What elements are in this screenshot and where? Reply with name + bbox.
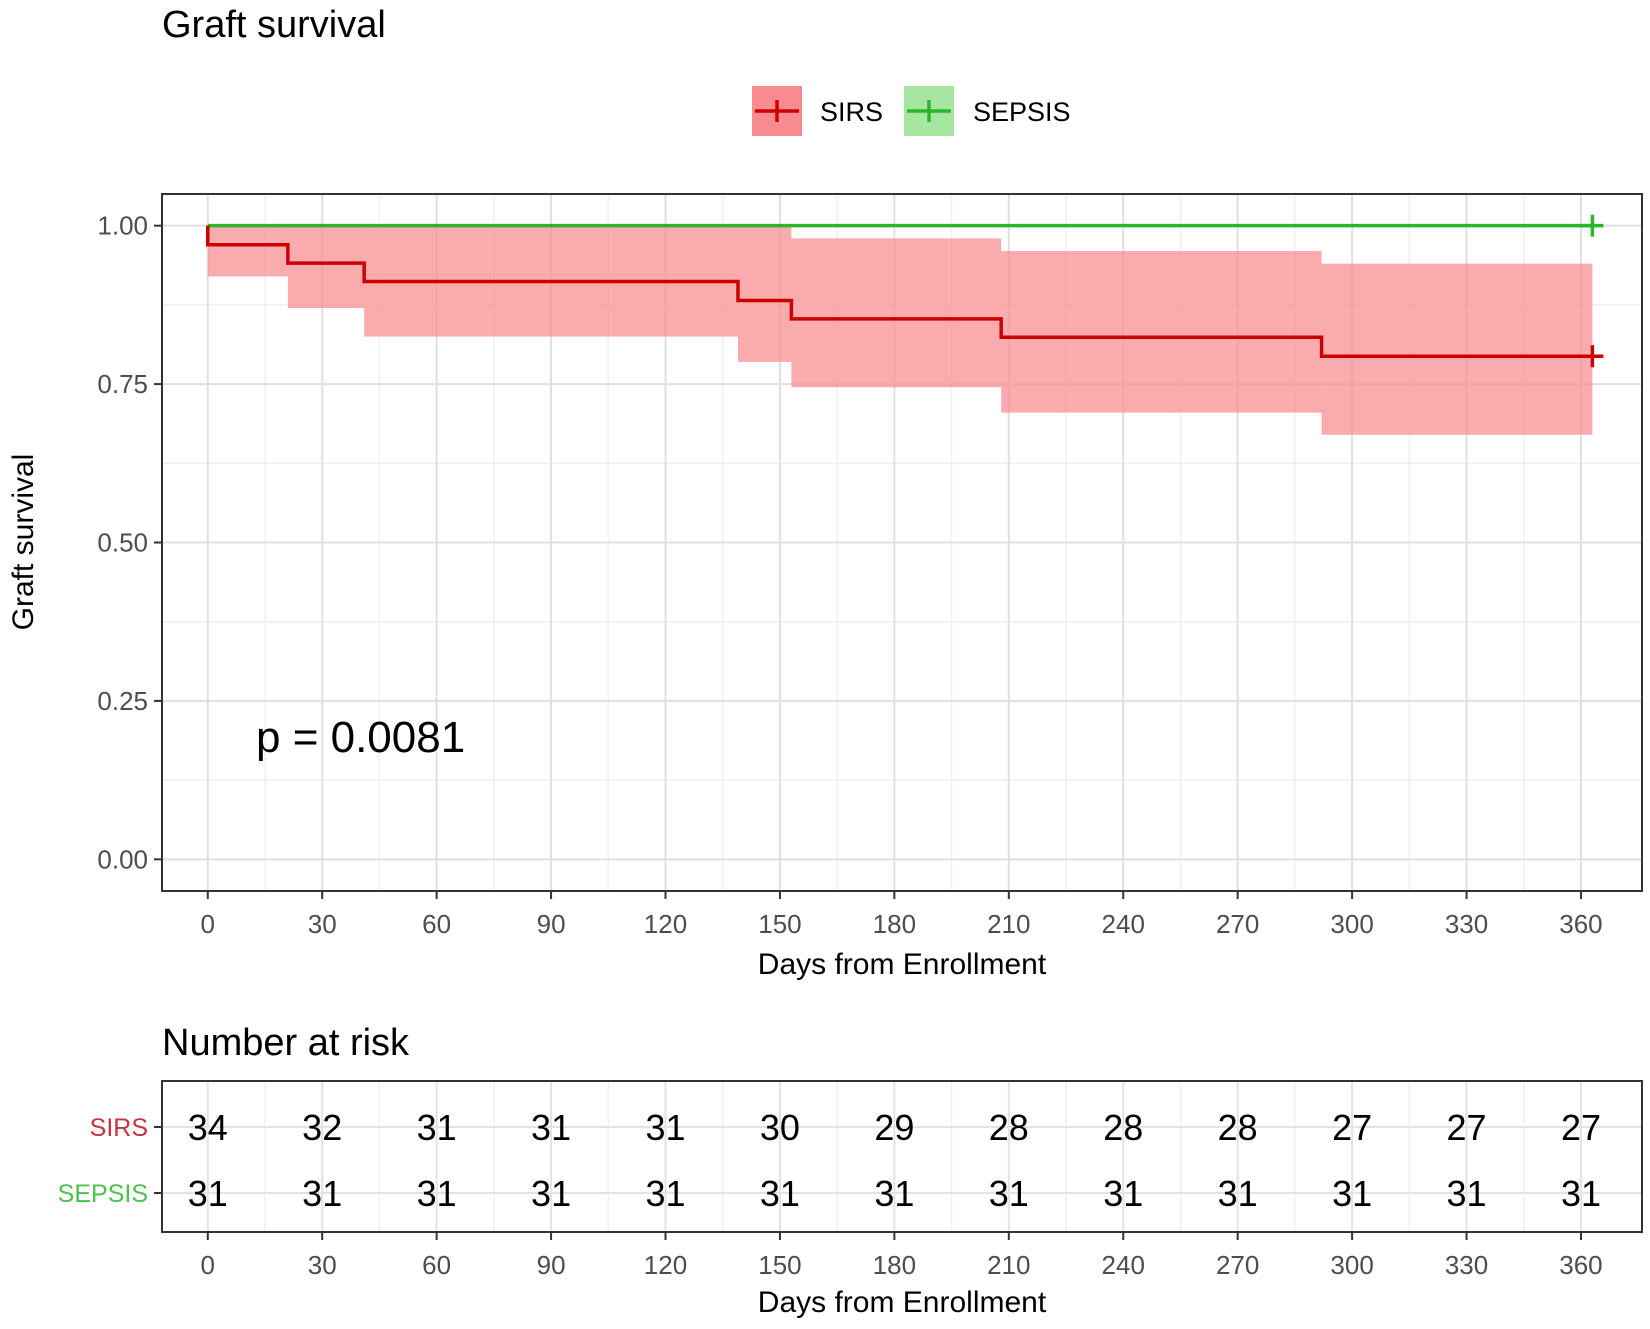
legend: SIRS SEPSIS xyxy=(752,86,1071,136)
y-axis: 0.00 0.25 0.50 0.75 1.00 xyxy=(97,211,162,874)
x-tick-label: 60 xyxy=(422,909,451,939)
x-tick-label: 270 xyxy=(1216,909,1259,939)
x-tick-label: 150 xyxy=(758,909,801,939)
confidence-band-sirs xyxy=(737,225,792,362)
risk-grid xyxy=(162,1081,1642,1232)
risk-cell-sirs: 32 xyxy=(302,1107,342,1148)
y-tick-label: 1.00 xyxy=(97,211,148,241)
risk-cell-sirs: 27 xyxy=(1561,1107,1601,1148)
risk-cell-sirs: 30 xyxy=(760,1107,800,1148)
y-tick-label: 0.00 xyxy=(97,844,148,874)
survival-line-sirs xyxy=(206,225,1593,358)
risk-cell-sirs: 27 xyxy=(1447,1107,1487,1148)
risk-cell-sirs: 29 xyxy=(874,1107,914,1148)
risk-cell-sepsis: 31 xyxy=(417,1173,457,1214)
risk-x-tick-label: 270 xyxy=(1216,1250,1259,1280)
risk-cell-sirs: 27 xyxy=(1332,1107,1372,1148)
risk-numbers: 34 32 31 31 31 30 29 28 28 28 27 27 27 31 31 31 31 31 31 31… xyxy=(188,1107,1601,1214)
risk-x-tick-label: 0 xyxy=(201,1250,215,1280)
x-tick-label: 90 xyxy=(537,909,566,939)
risk-cell-sirs: 28 xyxy=(1103,1107,1143,1148)
chart-title: Graft survival xyxy=(162,4,386,46)
risk-cell-sepsis: 31 xyxy=(302,1173,342,1214)
x-axis-title: Days from Enrollment xyxy=(758,948,1047,981)
risk-cell-sepsis: 31 xyxy=(1218,1173,1258,1214)
confidence-band-sirs xyxy=(1321,263,1593,435)
risk-table-border xyxy=(161,1080,1643,1233)
x-tick-label: 300 xyxy=(1330,909,1373,939)
confidence-bands xyxy=(207,225,1593,435)
risk-cell-sepsis: 31 xyxy=(989,1173,1029,1214)
x-tick-label: 0 xyxy=(201,909,215,939)
risk-x-tick-label: 240 xyxy=(1102,1250,1145,1280)
risk-cell-sepsis: 31 xyxy=(1447,1173,1487,1214)
y-tick-label: 0.75 xyxy=(97,369,148,399)
plot-panel xyxy=(161,193,1643,892)
risk-cell-sepsis: 31 xyxy=(874,1173,914,1214)
risk-cell-sepsis: 31 xyxy=(1561,1173,1601,1214)
risk-cell-sirs: 34 xyxy=(188,1107,228,1148)
risk-row-labels: SIRS SEPSIS xyxy=(58,1114,162,1208)
x-tick-label: 210 xyxy=(987,909,1030,939)
confidence-band-sirs xyxy=(791,238,1002,388)
risk-row-label-sepsis: SEPSIS xyxy=(58,1180,148,1208)
risk-x-tick-label: 330 xyxy=(1445,1250,1488,1280)
x-tick-label: 240 xyxy=(1102,909,1145,939)
legend-label-sirs: SIRS xyxy=(820,97,883,127)
confidence-band-sirs xyxy=(1001,251,1322,413)
risk-cell-sepsis: 31 xyxy=(1103,1173,1143,1214)
confidence-band-sirs xyxy=(287,225,365,309)
risk-x-axis-title: Days from Enrollment xyxy=(758,1286,1047,1319)
x-tick-label: 180 xyxy=(873,909,916,939)
risk-cell-sepsis: 31 xyxy=(760,1173,800,1214)
risk-cell-sepsis: 31 xyxy=(645,1173,685,1214)
risk-cell-sepsis: 31 xyxy=(531,1173,571,1214)
risk-x-tick-label: 30 xyxy=(308,1250,337,1280)
risk-cell-sirs: 28 xyxy=(989,1107,1029,1148)
risk-row-label-sirs: SIRS xyxy=(90,1114,148,1142)
risk-cell-sirs: 31 xyxy=(531,1107,571,1148)
risk-x-tick-label: 90 xyxy=(537,1250,566,1280)
legend-label-sepsis: SEPSIS xyxy=(973,97,1071,127)
risk-x-tick-label: 360 xyxy=(1559,1250,1602,1280)
risk-table-background xyxy=(162,1081,1642,1232)
risk-x-axis: 0 30 60 90 120 150 180 210 240 270 300 330 360 xyxy=(201,1232,1603,1280)
risk-x-tick-label: 60 xyxy=(422,1250,451,1280)
risk-cell-sirs: 28 xyxy=(1218,1107,1258,1148)
risk-x-tick-label: 150 xyxy=(758,1250,801,1280)
risk-cell-sirs: 31 xyxy=(645,1107,685,1148)
y-tick-label: 0.50 xyxy=(97,528,148,558)
risk-cell-sepsis: 31 xyxy=(1332,1173,1372,1214)
y-axis-title: Graft survival xyxy=(7,454,40,631)
confidence-band-sirs xyxy=(207,225,288,277)
risk-cell-sepsis: 31 xyxy=(188,1173,228,1214)
survival-curves xyxy=(206,214,1604,368)
risk-table-panel: 34 32 31 31 31 30 29 28 28 28 27 27 27 31 31 31 31 31 31 31… xyxy=(161,1080,1643,1233)
x-tick-label: 330 xyxy=(1445,909,1488,939)
x-tick-label: 120 xyxy=(644,909,687,939)
risk-x-tick-label: 180 xyxy=(873,1250,916,1280)
risk-x-tick-label: 300 xyxy=(1330,1250,1373,1280)
p-value-annotation: p = 0.0081 xyxy=(256,713,465,762)
x-tick-label: 30 xyxy=(308,909,337,939)
y-tick-label: 0.25 xyxy=(97,686,148,716)
x-axis: 0 30 60 90 120 150 180 210 240 270 300 330 360 xyxy=(201,891,1603,939)
risk-cell-sirs: 31 xyxy=(417,1107,457,1148)
risk-x-tick-label: 120 xyxy=(644,1250,687,1280)
x-tick-label: 360 xyxy=(1559,909,1602,939)
risk-table-title: Number at risk xyxy=(162,1022,410,1064)
risk-x-tick-label: 210 xyxy=(987,1250,1030,1280)
